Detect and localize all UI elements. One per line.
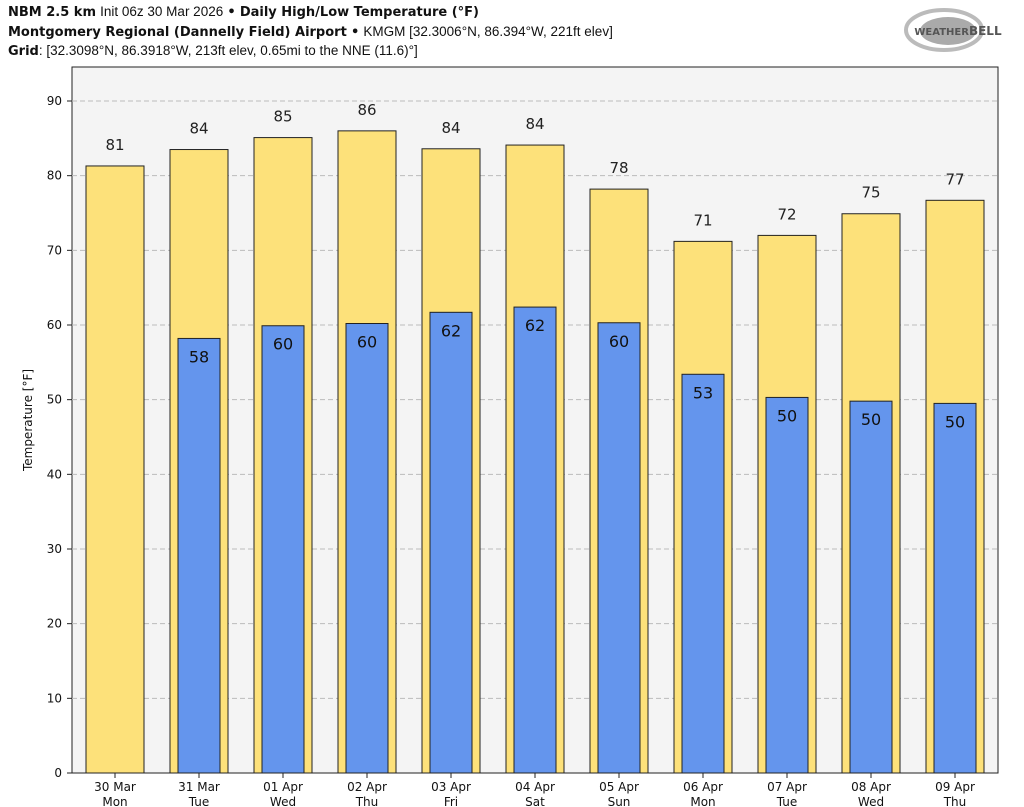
x-tick-label-date: 08 Apr	[851, 780, 891, 794]
x-tick-label-day: Tue	[776, 795, 798, 807]
grid-info: : [32.3098°N, 86.3918°W, 213ft elev, 0.6…	[38, 43, 418, 58]
y-tick-label: 90	[47, 94, 62, 108]
header-line-1: NBM 2.5 km Init 06z 30 Mar 2026 • Daily …	[8, 4, 479, 20]
high-temp-bar	[85, 165, 145, 774]
separator: •	[227, 5, 236, 20]
high-temp-label: 85	[273, 108, 292, 126]
low-temp-label: 50	[861, 410, 881, 429]
x-tick-label-date: 03 Apr	[431, 780, 471, 794]
y-tick-label: 0	[54, 766, 62, 780]
low-temp-bar	[429, 311, 473, 774]
y-axis-label: Temperature [°F]	[21, 369, 35, 472]
low-temp-label: 62	[441, 321, 461, 340]
init-time: Init 06z 30 Mar 2026	[100, 4, 224, 19]
high-temp-label: 77	[945, 170, 964, 188]
station-name: Montgomery Regional (Dannelly Field) Air…	[8, 25, 347, 40]
low-temp-label: 50	[777, 406, 797, 425]
x-tick-label-date: 05 Apr	[599, 780, 639, 794]
separator: •	[350, 25, 360, 40]
high-temp-label: 81	[105, 136, 124, 154]
x-tick-label-day: Fri	[444, 795, 458, 807]
low-temp-bar	[933, 402, 977, 774]
low-temp-bar	[261, 325, 305, 774]
y-tick-label: 30	[47, 542, 62, 556]
low-temp-bar	[681, 373, 725, 774]
x-tick-label-day: Thu	[943, 795, 967, 807]
x-tick-label-date: 06 Apr	[683, 780, 723, 794]
weatherbell-logo: WEATHERBELL	[904, 8, 1002, 52]
x-tick-label-day: Wed	[858, 795, 884, 807]
y-tick-label: 80	[47, 169, 62, 183]
station-info: KMGM [32.3006°N, 86.394°W, 221ft elev]	[363, 24, 613, 39]
grid-label: Grid	[8, 44, 39, 59]
high-temp-label: 84	[189, 120, 208, 138]
high-temp-label: 86	[357, 101, 376, 119]
high-temp-label: 84	[441, 119, 460, 137]
low-temp-label: 62	[525, 316, 545, 335]
logo-wordmark: WEATHERBELL	[914, 24, 1002, 38]
x-tick-label-day: Mon	[102, 795, 127, 807]
low-temp-bar	[177, 337, 221, 774]
y-tick-label: 40	[47, 467, 62, 481]
y-tick-label: 60	[47, 318, 62, 332]
low-temp-bar	[345, 323, 389, 774]
model-name: NBM 2.5 km	[8, 5, 96, 20]
low-temp-bar	[849, 400, 893, 774]
high-temp-label: 78	[609, 159, 628, 177]
x-tick-label-date: 30 Mar	[94, 780, 136, 794]
x-tick-label-day: Mon	[690, 795, 715, 807]
y-tick-label: 10	[47, 691, 62, 705]
x-tick-label-date: 09 Apr	[935, 780, 975, 794]
low-temp-label: 60	[609, 332, 629, 351]
x-tick-label-date: 01 Apr	[263, 780, 303, 794]
x-tick-label-day: Tue	[188, 795, 210, 807]
high-temp-label: 71	[693, 211, 712, 229]
header-line-2: Montgomery Regional (Dannelly Field) Air…	[8, 24, 613, 40]
high-temp-label: 75	[861, 184, 880, 202]
x-tick-label-day: Thu	[355, 795, 379, 807]
chart-title: Daily High/Low Temperature (°F)	[239, 5, 479, 20]
y-tick-label: 50	[47, 393, 62, 407]
x-tick-label-day: Sun	[608, 795, 631, 807]
x-tick-label-day: Wed	[270, 795, 296, 807]
x-tick-label-date: 02 Apr	[347, 780, 387, 794]
x-tick-label-date: 31 Mar	[178, 780, 220, 794]
header-line-3: Grid: [32.3098°N, 86.3918°W, 213ft elev,…	[8, 43, 418, 59]
x-tick-label-date: 07 Apr	[767, 780, 807, 794]
low-temp-bar	[597, 322, 641, 774]
low-temp-label: 50	[945, 412, 965, 431]
low-temp-label: 58	[189, 347, 209, 366]
y-tick-label: 20	[47, 617, 62, 631]
low-temp-bar	[765, 396, 809, 774]
x-tick-label-date: 04 Apr	[515, 780, 555, 794]
high-temp-label: 72	[777, 205, 796, 223]
low-temp-label: 60	[357, 333, 377, 352]
low-temp-label: 60	[273, 335, 293, 354]
y-tick-label: 70	[47, 243, 62, 257]
x-tick-label-day: Sat	[525, 795, 545, 807]
low-temp-label: 53	[693, 383, 713, 402]
low-temp-bar	[513, 306, 557, 774]
high-temp-label: 84	[525, 115, 544, 133]
